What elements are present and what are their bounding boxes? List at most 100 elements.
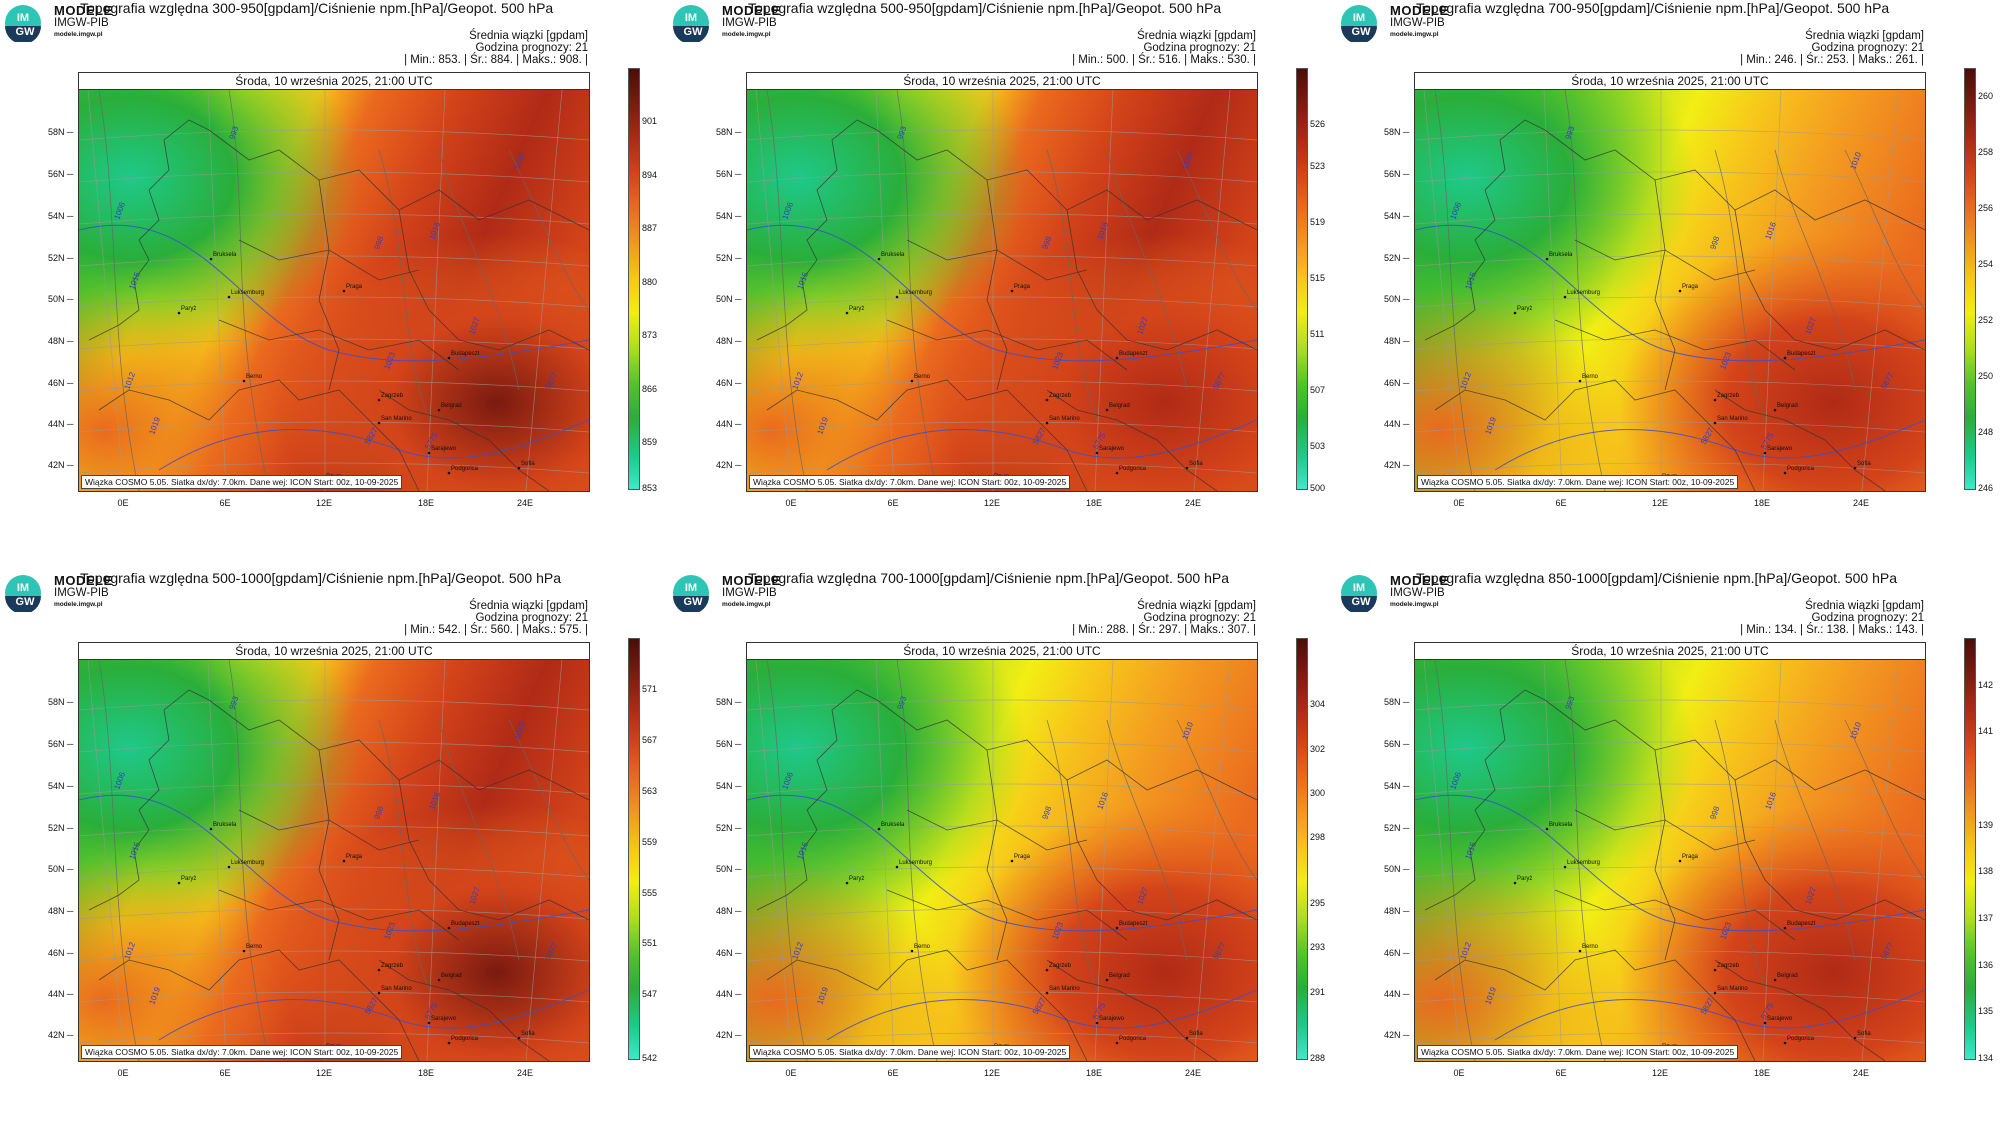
city-marker — [1105, 978, 1109, 982]
latitude-tick-label: 56N ─ — [48, 739, 74, 749]
border-line — [756, 119, 878, 341]
city-label: Sarajewo — [431, 446, 457, 452]
latitude-tick-label: 56N ─ — [48, 169, 74, 179]
border-line — [1424, 689, 1546, 911]
latitude-tick-label: 52N ─ — [716, 253, 742, 263]
logo-site-label: modele.imgw.pl — [54, 601, 103, 608]
model-info-footer: Wiązka COSMO 5.05. Siatka dx/dy: 7.0km. … — [749, 475, 1071, 489]
city-label: Zagrzeb — [1717, 393, 1740, 399]
ensemble-mean-label: Średnia wiązki [gpdam] — [1805, 600, 1924, 612]
chart-panel: IM GW MODELE IMGW-PIB modele.imgw.pl Topograf… — [668, 0, 1336, 555]
logo-model-label: MODELE — [722, 3, 781, 18]
longitude-line — [426, 90, 446, 491]
latitude-line — [1415, 866, 1925, 878]
city-marker — [437, 408, 441, 412]
latitude-line — [747, 338, 1257, 350]
geopotential-line — [1415, 794, 1925, 932]
city-label: Podgorica — [1787, 1036, 1815, 1042]
isobar-line — [378, 149, 430, 421]
latitude-line — [79, 866, 589, 878]
city-label: Paryż — [181, 306, 196, 312]
isobar-line — [438, 719, 520, 961]
city-label: San Marino — [381, 416, 412, 422]
city-marker — [377, 991, 381, 995]
logo-site-label: modele.imgw.pl — [1390, 31, 1439, 38]
logo-text-bottom: GW — [684, 596, 704, 608]
field-heatmap: 1006993998101610101015101210191023102757… — [1415, 660, 1925, 1061]
longitude-line — [1423, 90, 1461, 491]
colorbar-tick-label: 256 — [1978, 203, 1994, 213]
longitude-line — [1193, 90, 1231, 491]
city-label: Praga — [346, 854, 363, 860]
border-line — [238, 809, 420, 851]
logo-model-label: MODELE — [1390, 3, 1449, 18]
latitude-tick-label: 52N ─ — [48, 253, 74, 263]
latitude-line — [1415, 699, 1925, 711]
longitude-tick-label: 12E — [983, 498, 1001, 508]
city-marker — [1763, 1021, 1767, 1025]
colorbar — [628, 68, 640, 490]
logo-text-top: IM — [1353, 582, 1365, 594]
city-marker — [895, 865, 899, 869]
city-marker — [1853, 466, 1857, 470]
city-marker — [447, 471, 451, 475]
colorbar-tick-label: 291 — [1310, 986, 1326, 997]
border-line — [218, 889, 460, 941]
isobar-line — [508, 719, 589, 881]
colorbar-tick-label: 853 — [642, 483, 658, 493]
border-line — [1544, 129, 1925, 231]
latitude-tick-label: 42N ─ — [48, 1030, 74, 1040]
city-marker — [1773, 978, 1777, 982]
city-marker — [517, 466, 521, 470]
border-line — [1544, 699, 1925, 801]
city-label: Podgorica — [451, 466, 479, 472]
isobar-line — [1434, 660, 1476, 1061]
city-label: Budapeszt — [1119, 921, 1148, 927]
city-marker — [1563, 295, 1567, 299]
colorbar-tick-label: 500 — [1310, 483, 1326, 493]
latitude-line — [79, 380, 589, 392]
latitude-line — [79, 783, 589, 795]
city-marker — [377, 421, 381, 425]
latitude-line — [1415, 338, 1925, 350]
latitude-line — [1415, 255, 1925, 267]
map-frame: Środa, 10 września 2025, 21:00 UTC 1006 99… — [1414, 72, 1926, 492]
colorbar-tick-label: 542 — [642, 1053, 658, 1063]
colorbar-tick-label: 304 — [1310, 699, 1326, 710]
latitude-tick-label: 44N ─ — [1384, 989, 1410, 999]
valid-time-label: Środa, 10 września 2025, 21:00 UTC — [1415, 73, 1925, 90]
chart-title: Topografia względna 850-1000[gpdam]/Ciśn… — [1416, 570, 1897, 586]
model-info-footer: Wiązka COSMO 5.05. Siatka dx/dy: 7.0km. … — [81, 1045, 403, 1059]
latitude-tick-label: 42N ─ — [716, 1030, 742, 1040]
latitude-tick-label: 50N ─ — [716, 294, 742, 304]
colorbar-tick-label: 515 — [1310, 273, 1326, 283]
border-line — [986, 179, 1008, 391]
border-line — [986, 749, 1008, 961]
longitude-tick-label: 24E — [1184, 498, 1202, 508]
border-line — [98, 949, 420, 1061]
city-marker — [910, 949, 914, 953]
city-label: Berno — [1582, 374, 1599, 380]
border-line — [1714, 959, 1886, 1061]
stats-label: | Min.: 853. | Śr.: 884. | Maks.: 908. | — [404, 54, 588, 66]
city-marker — [1713, 968, 1717, 972]
latitude-tick-label: 42N ─ — [1384, 460, 1410, 470]
geopotential-line — [747, 794, 1257, 932]
city-label: San Marino — [381, 986, 412, 992]
isobar-line — [98, 90, 140, 491]
latitude-tick-label: 54N ─ — [716, 781, 742, 791]
city-label: Luksemburg — [1567, 290, 1600, 296]
longitude-line — [87, 90, 125, 491]
latitude-line — [747, 950, 1257, 962]
map-frame: Środa, 10 września 2025, 21:00 UTC 1006 99… — [1414, 642, 1926, 1062]
isobar-line — [98, 660, 140, 1061]
city-label: Belgrad — [441, 403, 462, 409]
latitude-line — [79, 338, 589, 350]
border-line — [876, 699, 1257, 801]
isobar-line — [1564, 90, 1606, 491]
border-line — [766, 379, 1088, 491]
longitude-line — [1193, 660, 1231, 1061]
city-marker — [1513, 881, 1517, 885]
isobar-line — [766, 90, 808, 491]
colorbar — [1964, 68, 1976, 490]
